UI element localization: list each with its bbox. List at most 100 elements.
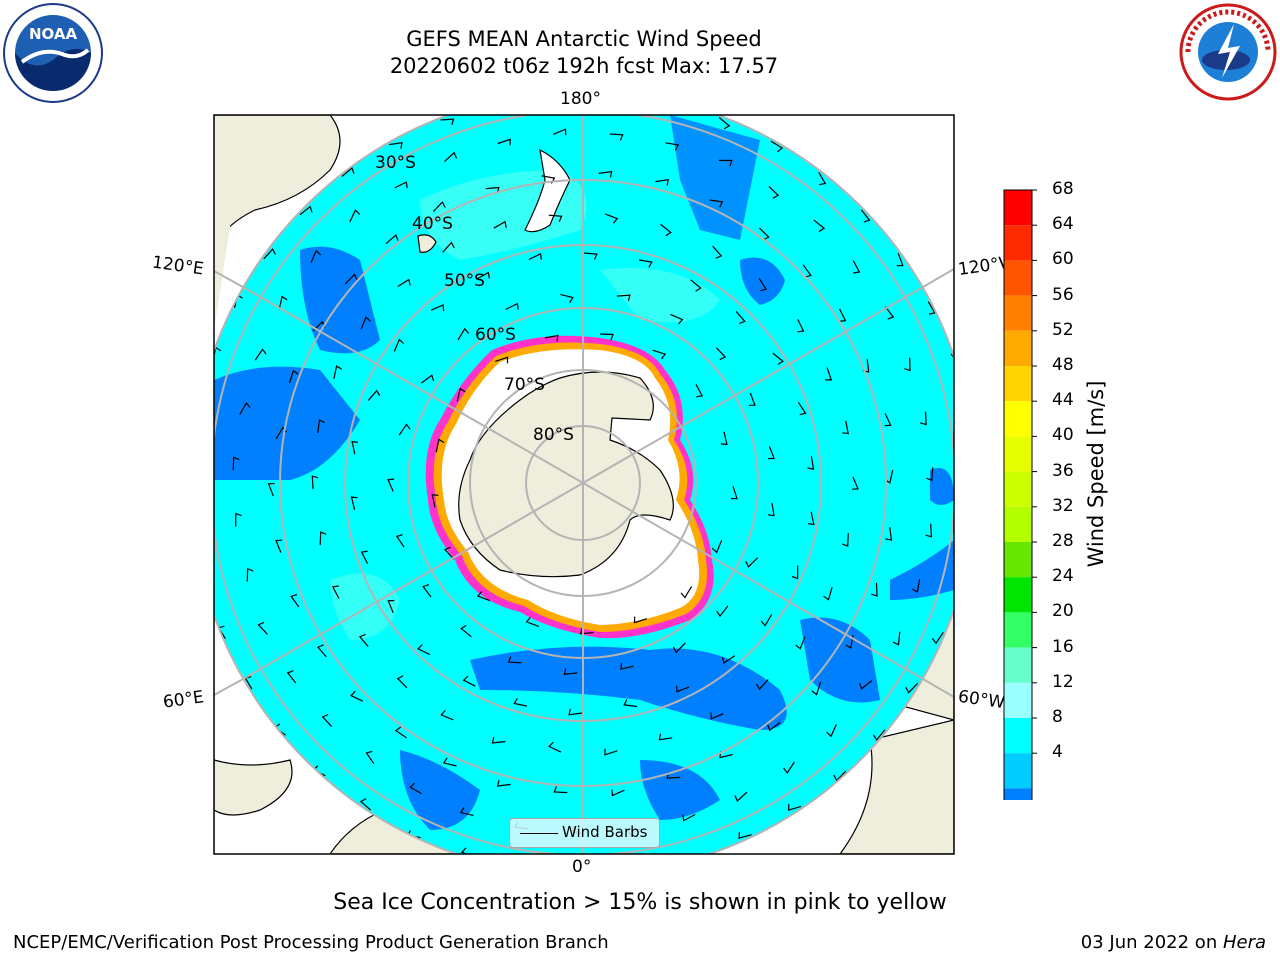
colorbar-tick-label: 48 [1052,355,1074,375]
wind-barb [267,482,275,497]
colorbar-segment [1004,612,1032,648]
wind-barb [422,584,432,598]
wind-barb [491,736,506,744]
wind-barb [459,807,474,816]
colorbar-tick-label: 44 [1052,390,1074,411]
wind-barb [525,616,540,627]
wind-barb [239,402,251,415]
wind-barb [493,220,507,229]
wind-barb [825,367,833,381]
wind-barb [360,316,371,330]
wind-barb [682,813,696,822]
wind-barb [884,306,895,320]
wind-barb [770,140,784,153]
wind-barb [745,557,759,568]
wind-barb [435,438,445,453]
wind-barb [620,663,634,670]
wind-barb [394,181,408,189]
colorbar-tick-label: 12 [1052,671,1074,692]
wind-barb [826,724,837,738]
wind-barb [885,527,893,541]
wind-barb [715,347,727,361]
wind-barb [344,273,358,285]
wind-barb [440,710,454,721]
wind-barb [456,387,466,402]
wind-barb [398,423,411,436]
wind-barb [676,685,690,693]
wind-barb [263,248,277,260]
wind-barb [871,582,878,597]
map-legend: Wind Barbs [509,818,660,848]
wind-barb [795,636,806,650]
wind-barb [665,142,680,151]
wind-barb [290,594,300,608]
wind-barb [767,721,781,732]
wind-barb [440,118,455,126]
colorbar-segment [1004,436,1032,472]
wind-barb [813,219,826,233]
wind-barb [196,516,204,529]
wind-barb [768,446,775,460]
footer-credit: NCEP/EMC/Verification Post Processing Pr… [13,932,609,953]
wind-barb [311,475,319,490]
wind-barb [393,338,405,352]
wind-barb [735,311,746,325]
wind-barb [712,245,723,259]
wind-barb [288,369,299,384]
wind-barb [811,681,822,696]
wind-barb [528,252,542,261]
wind-barb [321,713,333,727]
wind-barb [350,496,358,510]
chart-subtitle-forecast: 20220602 t06z 192h fcst Max: 17.57 [389,54,779,78]
wind-barb [925,523,933,538]
wind-barb [421,374,435,384]
wind-barb [655,178,669,186]
sea-ice-note: Sea Ice Concentration > 15% is shown in … [333,890,947,915]
wind-barb [758,227,770,241]
wind-barb [387,478,395,492]
wind-barb [911,578,921,593]
wind-barb [670,313,684,325]
colorbar-segment [1004,295,1032,331]
wind-barb [896,253,904,267]
wind-barb [598,170,613,178]
colorbar-segment [1004,190,1032,226]
colorbar-segment [1004,647,1032,683]
wind-barb [623,699,638,708]
lat-label-70s: 70°S [504,375,545,395]
wind-barb [797,319,805,333]
wind-barb [756,679,769,691]
wind-barb [711,539,723,554]
wind-barb [365,750,375,765]
wind-barb [553,786,568,794]
wind-barb [860,209,871,223]
wind-barb [802,264,812,278]
wind-barb [507,656,522,664]
wind-barb [583,252,598,260]
wind-barb [278,295,288,310]
lon-label-180: 180° [560,89,601,109]
wind-barb [341,166,355,177]
wind-barb [568,708,583,716]
wind-barb [738,832,752,839]
wind-barb [579,627,594,635]
wind-barb [351,440,359,455]
wind-barb [734,791,748,803]
wind-barb [548,214,563,223]
footer-host: Hera [1222,932,1266,953]
wind-barb [246,567,254,582]
wind-barb [852,476,859,490]
colorbar-segment [1004,542,1032,578]
wind-barb [367,389,381,401]
lat-label-40s: 40°S [412,214,453,234]
wind-barb [904,357,911,372]
colorbar-segment [1004,225,1032,261]
wind-barb [513,698,528,707]
wind-barb [905,682,919,694]
wind-barb [852,260,861,274]
colorbar-segment [1004,260,1032,296]
wind-barb [495,99,507,105]
wind-barb [310,249,322,264]
wind-barb [680,586,693,599]
colorbar-segment [1004,682,1032,718]
